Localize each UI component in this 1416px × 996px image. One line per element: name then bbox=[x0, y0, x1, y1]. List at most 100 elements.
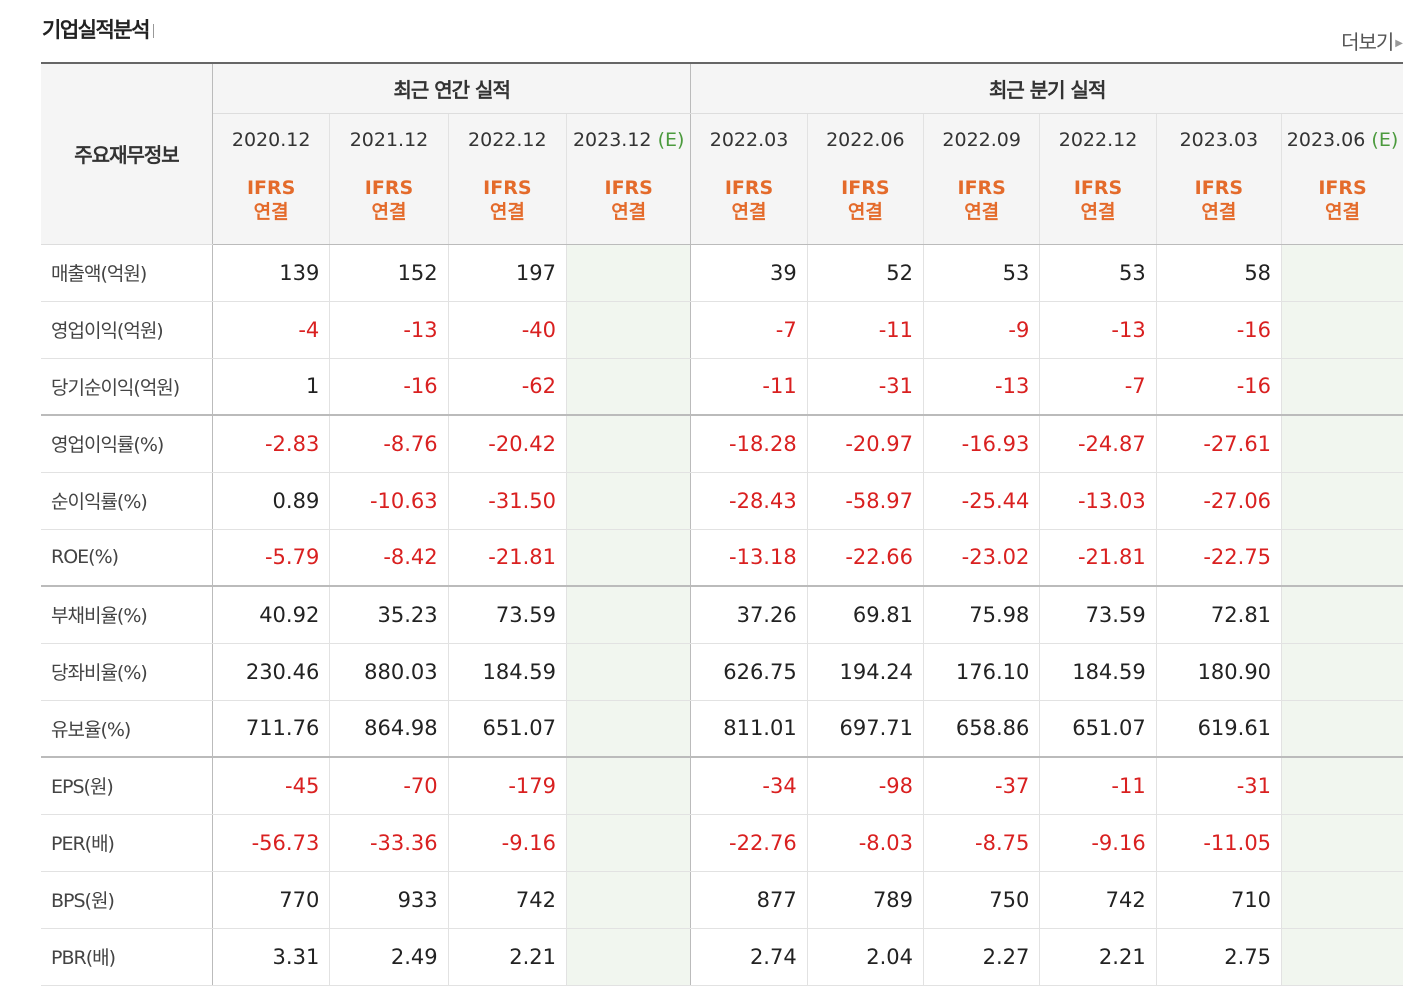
table-cell: -62 bbox=[447, 358, 567, 416]
ifrs-header[interactable]: IFRS 연결 bbox=[690, 166, 808, 245]
consolidated-label: 연결 bbox=[611, 201, 647, 223]
table-cell: -22.66 bbox=[806, 529, 924, 587]
ifrs-header[interactable]: IFRS 연결 bbox=[329, 166, 449, 245]
table-cell: -27.06 bbox=[1155, 472, 1282, 530]
triangle-right-icon: ▶ bbox=[1395, 38, 1403, 49]
table-cell: -23.02 bbox=[923, 529, 1040, 587]
table-cell: 197 bbox=[447, 244, 567, 302]
row-label: 유보율(%) bbox=[41, 700, 213, 758]
table-cell: 53 bbox=[1039, 244, 1157, 302]
table-cell bbox=[1281, 871, 1403, 929]
section-title: 기업실적분석 bbox=[42, 14, 154, 44]
more-link[interactable]: 더보기 ▶ bbox=[1341, 26, 1403, 55]
table-cell: -11.05 bbox=[1155, 814, 1282, 872]
table-cell bbox=[1281, 472, 1403, 530]
table-cell: 2.49 bbox=[329, 928, 449, 986]
table-cell: 37.26 bbox=[690, 586, 808, 644]
row-header-label: 주요재무정보 bbox=[41, 62, 213, 245]
period-label: 2023.12 bbox=[572, 129, 652, 151]
table-cell: -37 bbox=[923, 757, 1040, 815]
row-label: 부채비율(%) bbox=[41, 586, 213, 644]
ifrs-header[interactable]: IFRS 연결 bbox=[806, 166, 924, 245]
table-cell: 880.03 bbox=[329, 643, 449, 701]
period-label: 2022.03 bbox=[709, 129, 789, 151]
table-cell: -22.76 bbox=[690, 814, 808, 872]
table-cell: -20.97 bbox=[806, 415, 924, 473]
table-cell: 176.10 bbox=[923, 643, 1040, 701]
table-cell: -31 bbox=[806, 358, 924, 416]
table-cell: 53 bbox=[923, 244, 1040, 302]
table-cell bbox=[1281, 529, 1403, 587]
table-cell: 180.90 bbox=[1155, 643, 1282, 701]
ifrs-header[interactable]: IFRS 연결 bbox=[1039, 166, 1157, 245]
table-cell: 811.01 bbox=[690, 700, 808, 758]
table-cell: 2.27 bbox=[923, 928, 1040, 986]
period-header: 2022.09 bbox=[923, 113, 1040, 166]
table-cell bbox=[565, 586, 691, 644]
table-cell: 2.04 bbox=[806, 928, 924, 986]
table-row: 매출액(억원) 139 152 197 39 52 53 53 58 bbox=[41, 244, 1403, 302]
consolidated-label: 연결 bbox=[253, 201, 289, 223]
table-row: BPS(원) 770 933 742 877 789 750 742 710 bbox=[41, 871, 1403, 929]
table-cell: 742 bbox=[447, 871, 567, 929]
consolidated-label: 연결 bbox=[371, 201, 407, 223]
table-row: PER(배) -56.73 -33.36 -9.16 -22.76 -8.03 -8.75-… bbox=[41, 814, 1403, 872]
table-cell: -11 bbox=[806, 301, 924, 359]
ifrs-label: IFRS bbox=[724, 177, 774, 199]
table-cell: -9 bbox=[923, 301, 1040, 359]
ifrs-header[interactable]: IFRS 연결 bbox=[1155, 166, 1282, 245]
ifrs-label: IFRS bbox=[364, 177, 414, 199]
ifrs-header[interactable]: IFRS 연결 bbox=[447, 166, 567, 245]
table-cell: 69.81 bbox=[806, 586, 924, 644]
table-cell: -28.43 bbox=[690, 472, 808, 530]
table-row: 유보율(%) 711.76 864.98 651.07 811.01 697.71 658.… bbox=[41, 700, 1403, 758]
table-row: 당기순이익(억원) 1 -16 -62 -11 -31 -13 -7 -16 bbox=[41, 358, 1403, 416]
ifrs-header[interactable]: IFRS 연결 bbox=[212, 166, 330, 245]
row-label: 당기순이익(억원) bbox=[41, 358, 213, 416]
row-label: 매출액(억원) bbox=[41, 244, 213, 302]
table-cell: -70 bbox=[329, 757, 449, 815]
table-row: 영업이익(억원) -4 -13 -40 -7 -11 -9 -13 -16 bbox=[41, 301, 1403, 359]
table-cell: 73.59 bbox=[1039, 586, 1157, 644]
table-cell bbox=[565, 472, 691, 530]
table-cell: 626.75 bbox=[690, 643, 808, 701]
period-label: 2022.09 bbox=[942, 129, 1021, 151]
table-cell bbox=[565, 757, 691, 815]
period-label: 2023.06 bbox=[1286, 129, 1366, 151]
table-cell: 933 bbox=[329, 871, 449, 929]
table-cell bbox=[565, 358, 691, 416]
table-cell bbox=[1281, 358, 1403, 416]
table-cell bbox=[1281, 814, 1403, 872]
ifrs-header[interactable]: IFRS 연결 bbox=[565, 166, 691, 245]
table-cell: -31 bbox=[1155, 757, 1282, 815]
table-cell: -16 bbox=[329, 358, 449, 416]
table-cell: 75.98 bbox=[923, 586, 1040, 644]
consolidated-label: 연결 bbox=[731, 201, 767, 223]
row-label: 당좌비율(%) bbox=[41, 643, 213, 701]
table-cell: 230.46 bbox=[212, 643, 330, 701]
table-cell bbox=[565, 871, 691, 929]
table-cell: -11 bbox=[1039, 757, 1157, 815]
table-cell: 72.81 bbox=[1155, 586, 1282, 644]
table-cell: -25.44 bbox=[923, 472, 1040, 530]
ifrs-label: IFRS bbox=[604, 177, 653, 199]
group-quarter-header: 최근 분기 실적 bbox=[690, 62, 1403, 114]
table-cell: 710 bbox=[1155, 871, 1282, 929]
estimate-mark: (E) bbox=[1371, 129, 1399, 151]
table-cell: -8.42 bbox=[329, 529, 449, 587]
ifrs-label: IFRS bbox=[1194, 177, 1244, 199]
row-label: 영업이익률(%) bbox=[41, 415, 213, 473]
table-cell: -8.75 bbox=[923, 814, 1040, 872]
ifrs-header[interactable]: IFRS 연결 bbox=[1281, 166, 1403, 245]
period-header: 2020.12 bbox=[212, 113, 330, 166]
table-cell bbox=[1281, 244, 1403, 302]
table-cell: 2.75 bbox=[1155, 928, 1282, 986]
table-cell: -33.36 bbox=[329, 814, 449, 872]
table-cell bbox=[565, 301, 691, 359]
table-cell bbox=[565, 814, 691, 872]
table-cell: 711.76 bbox=[212, 700, 330, 758]
ifrs-header[interactable]: IFRS 연결 bbox=[923, 166, 1040, 245]
table-cell bbox=[1281, 757, 1403, 815]
table-cell: 40.92 bbox=[212, 586, 330, 644]
row-label: 영업이익(억원) bbox=[41, 301, 213, 359]
